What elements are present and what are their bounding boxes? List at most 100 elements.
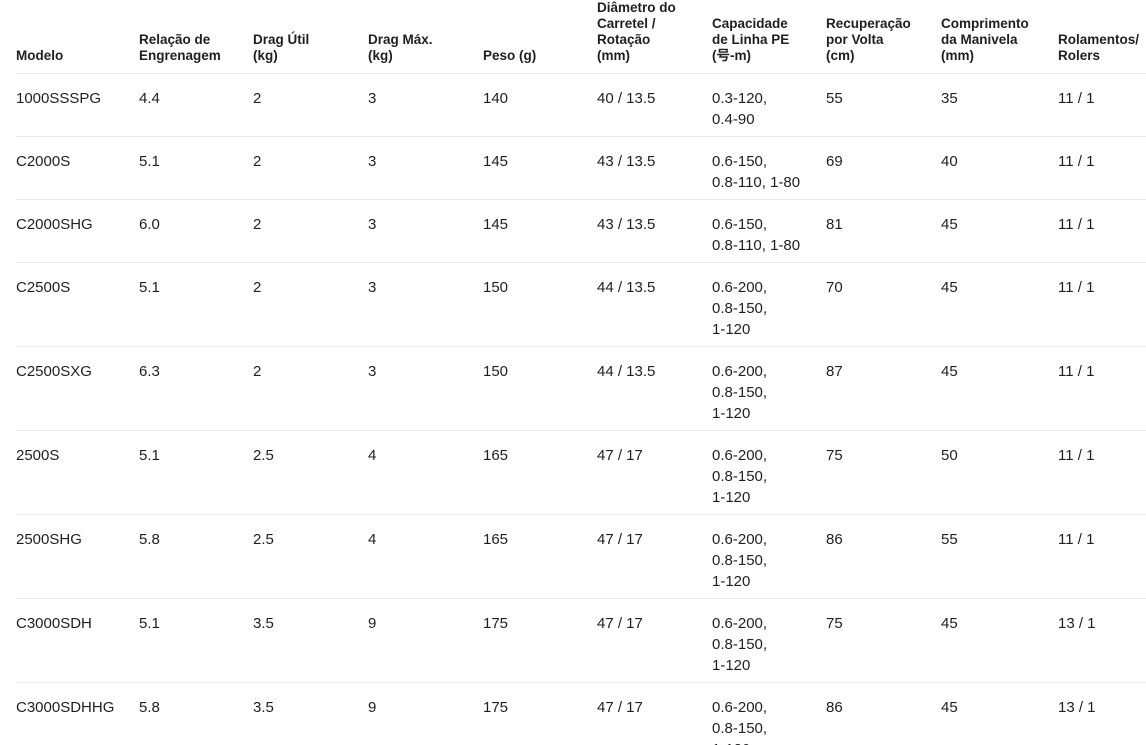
cell-spool-diameter: 47 / 17 — [597, 598, 712, 683]
table-row: 2500SHG 5.8 2.5 4 165 47 / 17 0.6-200, 0… — [16, 514, 1146, 599]
cell-line-capacity: 0.6-200, 0.8-150, 1-120 — [712, 514, 826, 599]
column-header-drag-max: Drag Máx. (kg) — [368, 0, 483, 74]
cell-model: C3000SDHHG — [16, 682, 139, 745]
cell-handle-length: 45 — [941, 262, 1058, 347]
cell-handle-length: 45 — [941, 598, 1058, 683]
cell-line-capacity: 0.6-200, 0.8-150, 1-120 — [712, 346, 826, 431]
reel-specs-table: Modelo Relação de Engrenagem Drag Útil (… — [16, 0, 1146, 745]
cell-recovery: 75 — [826, 598, 941, 683]
cell-recovery: 75 — [826, 430, 941, 515]
cell-bearings: 11 / 1 — [1058, 346, 1146, 431]
cell-line-capacity: 0.6-150, 0.8-110, 1-80 — [712, 199, 826, 263]
cell-drag-max: 4 — [368, 514, 483, 599]
cell-bearings: 13 / 1 — [1058, 598, 1146, 683]
cell-line-capacity: 0.6-200, 0.8-150, 1-120 — [712, 598, 826, 683]
cell-spool-diameter: 47 / 17 — [597, 430, 712, 515]
cell-bearings: 13 / 1 — [1058, 682, 1146, 745]
cell-handle-length: 55 — [941, 514, 1058, 599]
cell-spool-diameter: 43 / 13.5 — [597, 136, 712, 200]
cell-line-capacity: 0.6-150, 0.8-110, 1-80 — [712, 136, 826, 200]
cell-gear-ratio: 6.0 — [139, 199, 253, 263]
cell-spool-diameter: 43 / 13.5 — [597, 199, 712, 263]
table-row: C3000SDHHG 5.8 3.5 9 175 47 / 17 0.6-200… — [16, 682, 1146, 745]
cell-weight: 145 — [483, 199, 597, 263]
column-header-spool-diameter: Diâmetro do Carretel / Rotação (mm) — [597, 0, 712, 74]
cell-weight: 150 — [483, 346, 597, 431]
cell-bearings: 11 / 1 — [1058, 514, 1146, 599]
cell-gear-ratio: 4.4 — [139, 73, 253, 137]
cell-drag-util: 2.5 — [253, 430, 368, 515]
column-header-bearings: Rolamentos/ Rolers — [1058, 0, 1146, 74]
column-header-model: Modelo — [16, 0, 139, 74]
cell-handle-length: 50 — [941, 430, 1058, 515]
cell-model: 1000SSSPG — [16, 73, 139, 137]
cell-recovery: 86 — [826, 682, 941, 745]
column-header-weight: Peso (g) — [483, 0, 597, 74]
cell-gear-ratio: 5.8 — [139, 514, 253, 599]
cell-handle-length: 45 — [941, 346, 1058, 431]
cell-line-capacity: 0.6-200, 0.8-150, 1-120 — [712, 262, 826, 347]
cell-handle-length: 45 — [941, 199, 1058, 263]
column-header-drag-util: Drag Útil (kg) — [253, 0, 368, 74]
cell-gear-ratio: 6.3 — [139, 346, 253, 431]
cell-drag-max: 3 — [368, 136, 483, 200]
table-row: 2500S 5.1 2.5 4 165 47 / 17 0.6-200, 0.8… — [16, 430, 1146, 515]
cell-gear-ratio: 5.1 — [139, 430, 253, 515]
cell-bearings: 11 / 1 — [1058, 262, 1146, 347]
cell-drag-util: 3.5 — [253, 598, 368, 683]
cell-spool-diameter: 44 / 13.5 — [597, 262, 712, 347]
header-row: Modelo Relação de Engrenagem Drag Útil (… — [16, 0, 1146, 74]
table-row: C2000SHG 6.0 2 3 145 43 / 13.5 0.6-150, … — [16, 199, 1146, 263]
cell-weight: 165 — [483, 514, 597, 599]
cell-bearings: 11 / 1 — [1058, 430, 1146, 515]
cell-drag-max: 4 — [368, 430, 483, 515]
cell-gear-ratio: 5.1 — [139, 262, 253, 347]
cell-weight: 150 — [483, 262, 597, 347]
cell-drag-max: 9 — [368, 598, 483, 683]
cell-drag-util: 2 — [253, 262, 368, 347]
cell-weight: 165 — [483, 430, 597, 515]
cell-gear-ratio: 5.8 — [139, 682, 253, 745]
cell-spool-diameter: 47 / 17 — [597, 682, 712, 745]
cell-drag-max: 9 — [368, 682, 483, 745]
cell-gear-ratio: 5.1 — [139, 598, 253, 683]
table-row: C2500S 5.1 2 3 150 44 / 13.5 0.6-200, 0.… — [16, 262, 1146, 347]
cell-drag-max: 3 — [368, 199, 483, 263]
cell-drag-max: 3 — [368, 262, 483, 347]
column-header-line-capacity: Capacidade de Linha PE (号-m) — [712, 0, 826, 74]
cell-recovery: 69 — [826, 136, 941, 200]
cell-handle-length: 40 — [941, 136, 1058, 200]
cell-line-capacity: 0.3-120, 0.4-90 — [712, 73, 826, 137]
cell-drag-max: 3 — [368, 73, 483, 137]
table-header: Modelo Relação de Engrenagem Drag Útil (… — [16, 0, 1146, 74]
cell-drag-util: 2 — [253, 73, 368, 137]
cell-recovery: 86 — [826, 514, 941, 599]
table-row: C2000S 5.1 2 3 145 43 / 13.5 0.6-150, 0.… — [16, 136, 1146, 200]
table-body: 1000SSSPG 4.4 2 3 140 40 / 13.5 0.3-120,… — [16, 73, 1146, 745]
cell-drag-util: 2 — [253, 199, 368, 263]
cell-weight: 145 — [483, 136, 597, 200]
cell-model: C2000SHG — [16, 199, 139, 263]
cell-weight: 140 — [483, 73, 597, 137]
cell-bearings: 11 / 1 — [1058, 73, 1146, 137]
table-row: C3000SDH 5.1 3.5 9 175 47 / 17 0.6-200, … — [16, 598, 1146, 683]
cell-spool-diameter: 47 / 17 — [597, 514, 712, 599]
cell-line-capacity: 0.6-200, 0.8-150, 1-120 — [712, 682, 826, 745]
cell-drag-util: 2 — [253, 136, 368, 200]
cell-recovery: 70 — [826, 262, 941, 347]
table-row: 1000SSSPG 4.4 2 3 140 40 / 13.5 0.3-120,… — [16, 73, 1146, 137]
cell-bearings: 11 / 1 — [1058, 199, 1146, 263]
cell-handle-length: 35 — [941, 73, 1058, 137]
cell-recovery: 87 — [826, 346, 941, 431]
cell-model: C2000S — [16, 136, 139, 200]
column-header-handle-length: Comprimento da Manivela (mm) — [941, 0, 1058, 74]
cell-recovery: 81 — [826, 199, 941, 263]
cell-line-capacity: 0.6-200, 0.8-150, 1-120 — [712, 430, 826, 515]
cell-spool-diameter: 40 / 13.5 — [597, 73, 712, 137]
cell-handle-length: 45 — [941, 682, 1058, 745]
cell-model: 2500SHG — [16, 514, 139, 599]
cell-model: 2500S — [16, 430, 139, 515]
cell-model: C2500S — [16, 262, 139, 347]
cell-gear-ratio: 5.1 — [139, 136, 253, 200]
cell-drag-util: 2 — [253, 346, 368, 431]
